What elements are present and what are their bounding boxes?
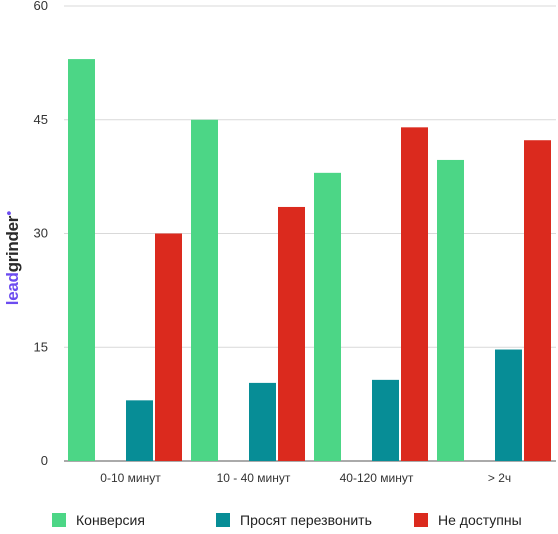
y-tick-label: 60 — [34, 0, 48, 13]
bar-unavailable — [278, 206, 305, 461]
x-tick-label: 0-10 минут — [100, 471, 161, 485]
legend-item-conversion: Конверсия — [52, 512, 145, 528]
legend-swatch-callback — [216, 513, 230, 527]
bar-callback — [126, 400, 153, 461]
y-axis-ticks: 0 15 30 45 60 — [34, 0, 48, 468]
x-tick-label: 40-120 минут — [340, 471, 414, 485]
y-tick-label: 45 — [34, 112, 48, 127]
x-axis-ticks: 0-10 минут 10 - 40 минут 40-120 минут > 2ч — [100, 471, 511, 485]
bar-conversion — [437, 159, 464, 462]
y-tick-label: 15 — [34, 339, 48, 354]
y-tick-label: 0 — [41, 453, 48, 468]
bar-unavailable — [524, 140, 551, 461]
bar-callback — [249, 382, 276, 461]
legend-label-callback: Просят перезвонить — [240, 512, 372, 528]
bar-chart: 0 15 30 45 60 0-10 минут 10 - 40 минут 40-120 … — [34, 0, 556, 485]
bar-callback — [372, 379, 399, 461]
bar-unavailable — [155, 233, 182, 461]
y-tick-label: 30 — [34, 226, 48, 241]
bar-unavailable — [401, 127, 428, 461]
legend-item-callback: Просят перезвонить — [216, 512, 372, 528]
x-tick-label: 10 - 40 минут — [217, 471, 291, 485]
legend-label-unavailable: Не доступны — [438, 512, 522, 528]
legend-item-unavailable: Не доступны — [414, 512, 522, 528]
bar-conversion — [314, 172, 341, 462]
legend-swatch-unavailable — [414, 513, 428, 527]
bars — [68, 59, 551, 462]
bar-callback — [495, 349, 522, 461]
gridlines — [64, 5, 556, 462]
x-tick-label: > 2ч — [488, 471, 511, 485]
bar-conversion — [191, 119, 218, 461]
legend-swatch-conversion — [52, 513, 66, 527]
bar-conversion — [68, 59, 95, 461]
legend-label-conversion: Конверсия — [76, 512, 145, 528]
legend: Конверсия Просят перезвонить Не доступны — [0, 512, 558, 534]
